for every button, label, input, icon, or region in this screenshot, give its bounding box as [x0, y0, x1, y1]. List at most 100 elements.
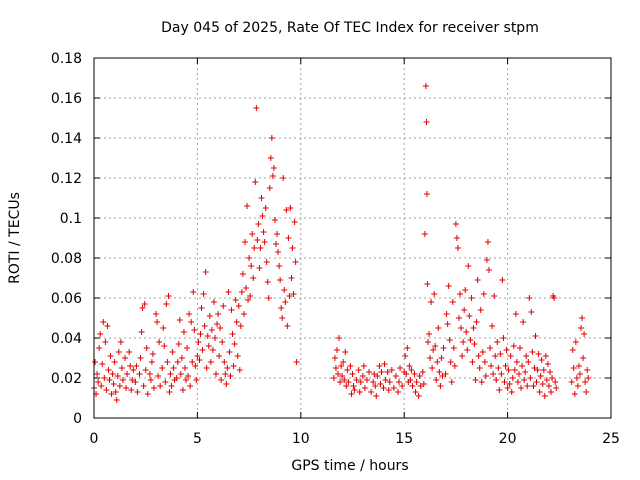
- plot-frame: [93, 57, 612, 419]
- data-point: [162, 379, 169, 385]
- data-point: [524, 383, 531, 389]
- data-point: [514, 379, 521, 385]
- data-point: [479, 349, 486, 355]
- data-point: [219, 339, 226, 345]
- data-point: [477, 307, 484, 313]
- data-point: [149, 351, 156, 357]
- data-point: [544, 361, 551, 367]
- y-tick-label: 0.12: [51, 171, 82, 187]
- data-point: [95, 379, 102, 385]
- data-point: [485, 267, 492, 273]
- data-point: [538, 357, 545, 363]
- data-point: [388, 367, 395, 373]
- data-point: [342, 349, 349, 355]
- data-point: [357, 379, 364, 385]
- data-point: [103, 387, 110, 393]
- data-point: [100, 319, 107, 325]
- data-point: [407, 377, 414, 383]
- data-point: [107, 353, 114, 359]
- data-point: [289, 245, 296, 251]
- data-point: [147, 377, 154, 383]
- data-point: [415, 393, 422, 399]
- data-point: [237, 323, 244, 329]
- y-tick-label: 0.1: [60, 211, 82, 227]
- data-point: [168, 383, 175, 389]
- data-point: [285, 235, 292, 241]
- data-point: [340, 359, 347, 365]
- data-point: [371, 371, 378, 377]
- data-point: [386, 379, 393, 385]
- data-point: [279, 315, 286, 321]
- data-point: [220, 303, 227, 309]
- data-point: [366, 369, 373, 375]
- data-point: [259, 213, 266, 219]
- data-point: [495, 365, 502, 371]
- data-point: [465, 263, 472, 269]
- data-point: [166, 389, 173, 395]
- data-point: [106, 377, 113, 383]
- data-point: [392, 373, 399, 379]
- data-point: [154, 319, 161, 325]
- data-point: [488, 363, 495, 369]
- data-point: [434, 359, 441, 365]
- data-point: [372, 383, 379, 389]
- y-tick-label: 0.08: [51, 251, 82, 267]
- data-point: [543, 377, 550, 383]
- data-point: [511, 367, 518, 373]
- data-point: [177, 371, 184, 377]
- data-point: [206, 313, 213, 319]
- data-point: [104, 323, 111, 329]
- data-point: [345, 379, 352, 385]
- data-point: [570, 365, 577, 371]
- data-point: [497, 351, 504, 357]
- data-point: [113, 397, 120, 403]
- data-point: [467, 337, 474, 343]
- data-point: [527, 375, 534, 381]
- data-point: [127, 363, 134, 369]
- data-point: [202, 269, 209, 275]
- data-point: [508, 389, 515, 395]
- data-point: [422, 83, 429, 89]
- data-point: [475, 353, 482, 359]
- data-point: [276, 263, 283, 269]
- data-point: [161, 343, 168, 349]
- data-point: [250, 275, 257, 281]
- data-point: [264, 279, 271, 285]
- data-point: [445, 283, 452, 289]
- data-point: [501, 379, 508, 385]
- data-point: [265, 295, 272, 301]
- data-point: [520, 319, 527, 325]
- data-point: [349, 371, 356, 377]
- x-tick-label: 25: [602, 431, 620, 447]
- data-point: [440, 345, 447, 351]
- data-point: [540, 367, 547, 373]
- data-point: [518, 385, 525, 391]
- data-point: [274, 231, 281, 237]
- data-point: [200, 291, 207, 297]
- data-point: [272, 241, 279, 247]
- x-tick-label: 0: [90, 431, 99, 447]
- data-point: [510, 343, 517, 349]
- data-point: [110, 381, 117, 387]
- data-point: [236, 367, 243, 373]
- y-tick-label: 0.16: [51, 91, 82, 107]
- data-point: [457, 291, 464, 297]
- data-point: [529, 349, 536, 355]
- data-point: [503, 347, 510, 353]
- data-point: [255, 221, 262, 227]
- grid-lines: [94, 58, 611, 418]
- data-point: [189, 359, 196, 365]
- data-point: [439, 373, 446, 379]
- data-point: [228, 307, 235, 313]
- data-point: [572, 339, 579, 345]
- data-point: [278, 305, 285, 311]
- data-point: [282, 299, 289, 305]
- data-point: [482, 373, 489, 379]
- data-point: [96, 345, 103, 351]
- data-point: [552, 379, 559, 385]
- data-point: [174, 359, 181, 365]
- data-point: [413, 379, 420, 385]
- data-point: [197, 331, 204, 337]
- data-point: [536, 389, 543, 395]
- data-point: [261, 239, 268, 245]
